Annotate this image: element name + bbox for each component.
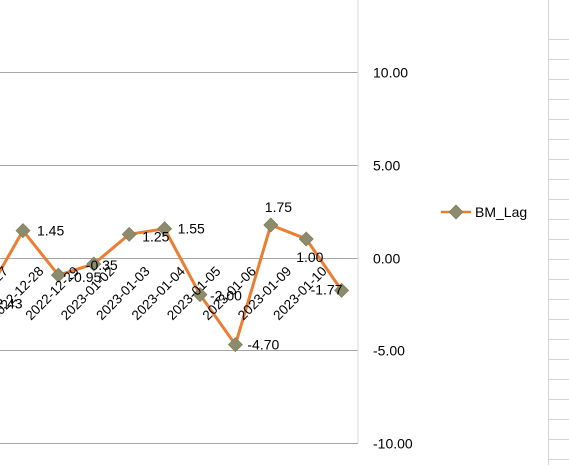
data-point-marker — [227, 337, 243, 353]
series-bm-lag — [0, 217, 350, 353]
data-point-marker — [298, 231, 314, 247]
legend: BM_Lag — [441, 204, 527, 220]
y-tick-label: -5.00 — [373, 343, 405, 359]
data-label: 1.75 — [265, 199, 292, 215]
data-point-marker — [334, 282, 350, 298]
legend-entry-bm-lag: BM_Lag — [475, 204, 527, 220]
y-tick-label: 5.00 — [373, 158, 400, 174]
data-label: -0.35 — [86, 257, 118, 273]
horizontal-gridlines — [0, 72, 358, 444]
data-label: 1.55 — [178, 221, 205, 237]
data-labels: -2.43 1.45 -0.95-0.35 1.25 1.55 -2.00 -4.70 1.7… — [0, 199, 343, 353]
data-label: -1.77 — [311, 281, 343, 297]
data-label: -0.95 — [69, 269, 101, 285]
data-label: -2.43 — [0, 296, 23, 312]
spreadsheet-cell-lines — [548, 0, 569, 465]
data-point-marker — [157, 221, 173, 237]
y-axis-tick-labels: 10.00 5.00 0.00 -5.00 -10.00 — [373, 65, 413, 452]
x-tick-label: 2-27 — [0, 264, 11, 294]
data-point-marker — [263, 217, 279, 233]
legend-marker-swatch — [448, 204, 464, 220]
data-label: 1.00 — [296, 249, 323, 265]
data-label: -2.00 — [210, 288, 242, 304]
data-point-marker — [15, 223, 31, 239]
data-point-marker — [121, 226, 137, 242]
y-tick-label: 0.00 — [373, 251, 400, 267]
data-point-marker — [192, 287, 208, 303]
y-tick-label: -10.00 — [373, 436, 413, 452]
data-point-marker — [50, 267, 66, 283]
data-label: -4.70 — [247, 337, 279, 353]
y-tick-label: 10.00 — [373, 65, 408, 81]
data-label: 1.25 — [142, 228, 169, 244]
data-label: 1.45 — [37, 223, 64, 239]
data-point-marker — [86, 256, 102, 272]
x-axis-tick-labels: 2-272022-12-282022-12-292023-01-022023-0… — [0, 263, 330, 323]
